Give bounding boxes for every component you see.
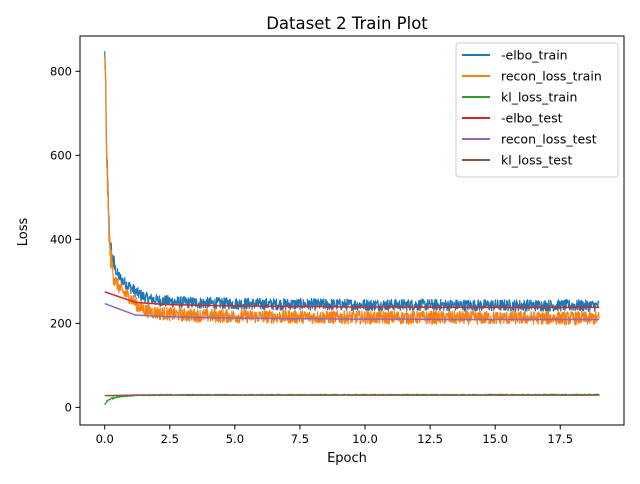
chart-title: Dataset 2 Train Plot <box>266 14 428 33</box>
legend: -elbo_train recon_loss_train kl_loss_train… <box>456 43 618 177</box>
x-tick-label: 15.0 <box>482 432 508 446</box>
y-tick-label: 800 <box>50 64 72 78</box>
y-tick-label: 600 <box>50 148 72 162</box>
legend-label: kl_loss_train <box>501 90 577 105</box>
legend-label: recon_loss_test <box>501 132 597 147</box>
legend-label: -elbo_test <box>501 111 563 126</box>
y-tick-label: 400 <box>50 232 72 246</box>
x-tick-label: 2.5 <box>161 432 179 446</box>
x-axis-label: Epoch <box>327 451 367 466</box>
x-tick-label: 17.5 <box>547 432 573 446</box>
x-tick-label: 5.0 <box>226 432 244 446</box>
y-tick-label: 0 <box>65 400 72 414</box>
legend-label: recon_loss_train <box>501 69 602 84</box>
x-tick-label: 12.5 <box>417 432 443 446</box>
legend-label: -elbo_train <box>501 48 568 63</box>
x-tick-label: 7.5 <box>291 432 309 446</box>
legend-label: kl_loss_test <box>501 153 572 168</box>
y-axis-label: Loss <box>16 218 31 247</box>
x-tick-label: 0.0 <box>96 432 114 446</box>
y-tick-label: 200 <box>50 316 72 330</box>
x-tick-label: 10.0 <box>352 432 378 446</box>
